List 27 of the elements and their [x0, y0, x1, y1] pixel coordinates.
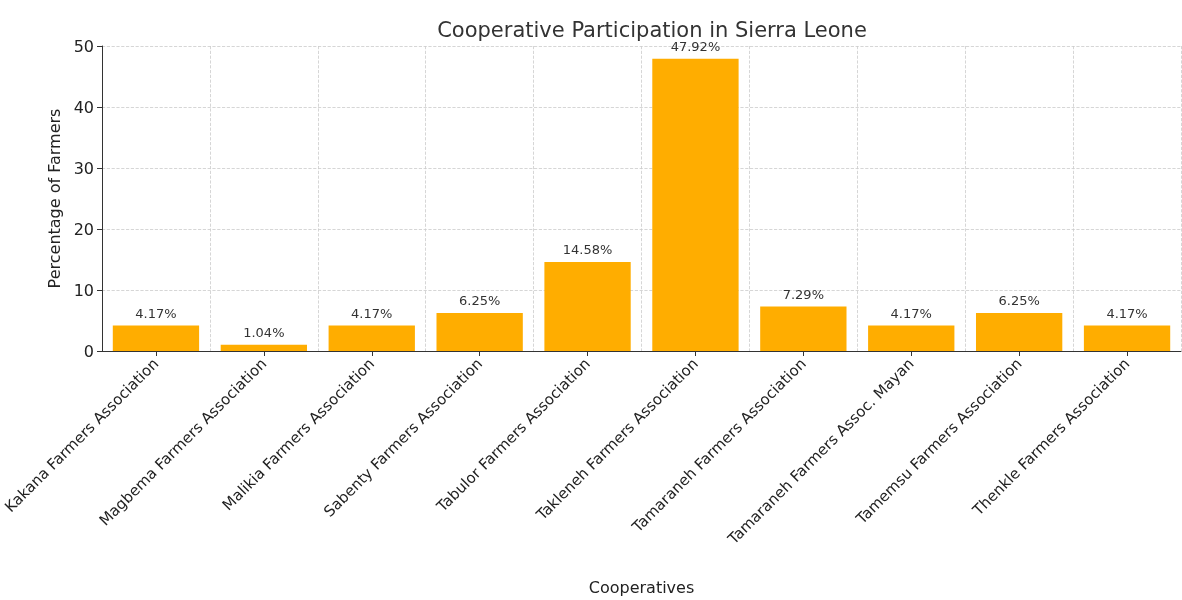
bar [112, 325, 200, 351]
x-axis-title: Cooperatives [588, 577, 695, 597]
y-tick-label: 40 [73, 97, 94, 117]
bar [436, 312, 523, 351]
bar [220, 344, 308, 351]
y-tick-label: 10 [73, 280, 94, 300]
bar [652, 58, 739, 351]
data-label: 4.17% [351, 305, 393, 321]
data-label: 14.58% [562, 242, 613, 258]
data-label: 4.17% [135, 305, 177, 321]
bar [328, 325, 415, 351]
data-label: 4.17% [1106, 305, 1148, 321]
bar [760, 306, 847, 351]
data-label: 4.17% [890, 305, 932, 321]
y-tick-label: 0 [83, 341, 94, 361]
data-label: 6.25% [998, 292, 1040, 308]
y-tick-label: 30 [73, 158, 94, 178]
data-label: 6.25% [458, 292, 501, 308]
bar [544, 262, 631, 351]
data-label: 7.29% [782, 286, 825, 302]
y-axis-title: Percentage of Farmers [44, 108, 64, 289]
data-label: 1.04% [243, 324, 285, 340]
bar [868, 325, 955, 351]
y-tick-label: 20 [73, 219, 94, 239]
bar [1083, 325, 1171, 351]
y-tick-label: 50 [73, 36, 94, 56]
bar [975, 312, 1063, 351]
